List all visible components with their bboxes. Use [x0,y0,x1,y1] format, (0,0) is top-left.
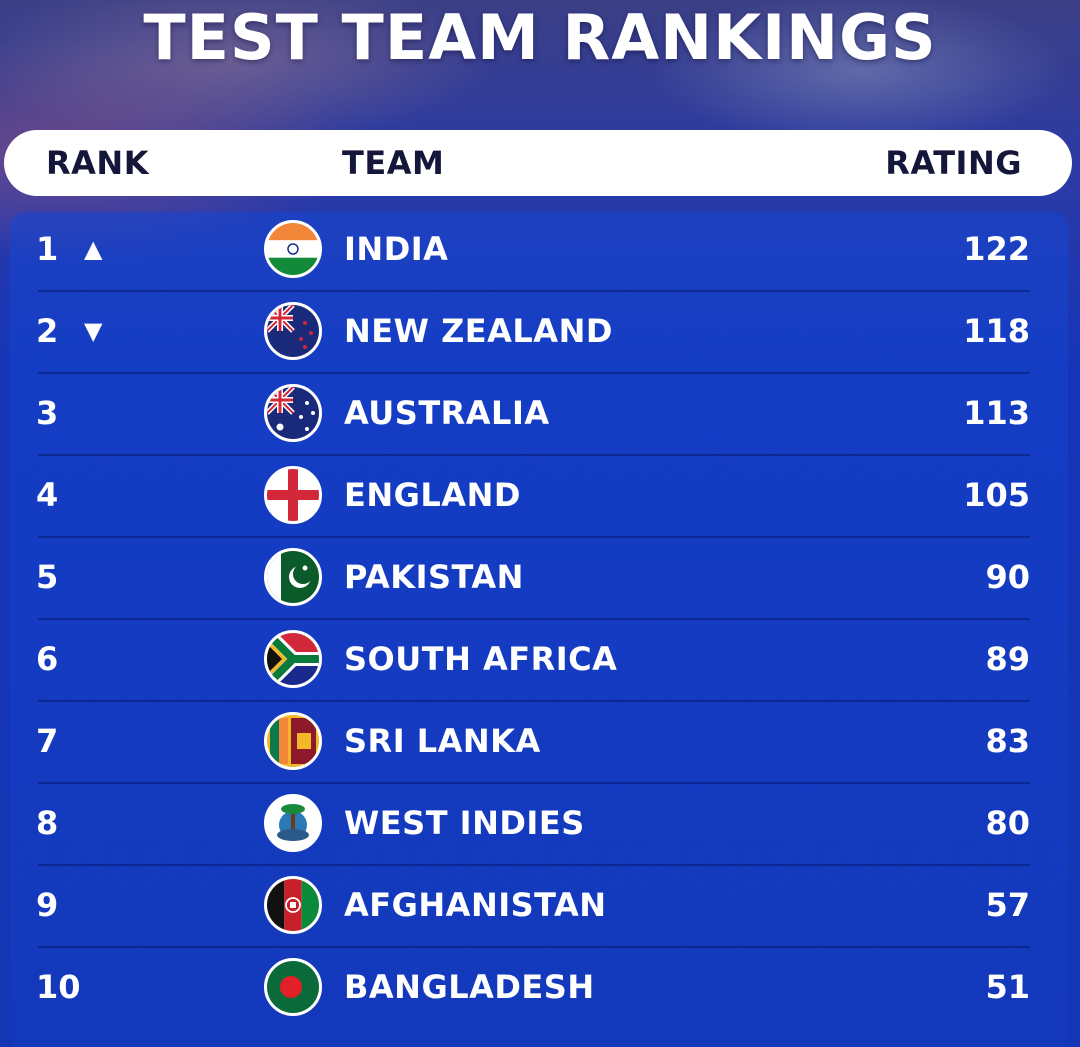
rank-value: 4 [36,476,59,514]
row-divider [38,864,1030,866]
row-divider [38,372,1030,374]
table-row: 3 AUSTRALIA 113 [0,372,1080,456]
row-divider [38,454,1030,456]
pakistan-flag-icon [264,548,322,606]
rating-value: 80 [985,804,1030,842]
table-row: 8 WEST INDIES 80 [0,782,1080,866]
team-name: AFGHANISTAN [344,886,607,924]
rank-value: 5 [36,558,59,596]
sri-lanka-flag-icon [264,712,322,770]
australia-flag-icon [264,384,322,442]
table-row: 5 PAKISTAN 90 [0,536,1080,620]
table-row: 2 ▼ NEW ZEALAND 118 [0,290,1080,374]
rank-value: 6 [36,640,59,678]
team-column-header: TEAM [342,144,445,182]
page-title: TEST TEAM RANKINGS [143,1,937,74]
team-name: WEST INDIES [344,804,585,842]
rank-value: 10 [36,968,81,1006]
row-divider [38,700,1030,702]
rank-value: 1 [36,230,59,268]
row-divider [38,536,1030,538]
row-divider [38,782,1030,784]
table-row: 4 ENGLAND 105 [0,454,1080,538]
rating-value: 83 [985,722,1030,760]
team-name: SRI LANKA [344,722,541,760]
row-divider [38,618,1030,620]
team-name: INDIA [344,230,449,268]
rank-value: 8 [36,804,59,842]
rank-value: 2 [36,312,59,350]
bangladesh-flag-icon [264,958,322,1016]
rank-column-header: RANK [46,144,149,182]
rating-value: 89 [985,640,1030,678]
rating-value: 90 [985,558,1030,596]
table-header: RANK TEAM RATING [4,130,1072,196]
team-name: AUSTRALIA [344,394,550,432]
rank-value: 9 [36,886,59,924]
rank-down-icon: ▼ [84,317,103,345]
table-row: 9 AFGHANISTAN 57 [0,864,1080,948]
rating-value: 51 [985,968,1030,1006]
rankings-panel [10,212,1068,1047]
rank-value: 7 [36,722,59,760]
table-row: 1 ▲ INDIA 122 [0,208,1080,292]
new-zealand-flag-icon [264,302,322,360]
rating-value: 122 [963,230,1030,268]
south-africa-flag-icon [264,630,322,688]
afghanistan-flag-icon [264,876,322,934]
row-divider [38,946,1030,948]
england-flag-icon [264,466,322,524]
rank-value: 3 [36,394,59,432]
rating-value: 57 [985,886,1030,924]
team-name: NEW ZEALAND [344,312,613,350]
west-indies-flag-icon [264,794,322,852]
row-divider [38,290,1030,292]
team-name: BANGLADESH [344,968,595,1006]
team-name: SOUTH AFRICA [344,640,618,678]
rating-value: 113 [963,394,1030,432]
india-flag-icon [264,220,322,278]
rating-value: 118 [963,312,1030,350]
rating-column-header: RATING [885,144,1022,182]
table-row: 6 SOUTH AFRICA 89 [0,618,1080,702]
rating-value: 105 [963,476,1030,514]
team-name: PAKISTAN [344,558,524,596]
team-name: ENGLAND [344,476,521,514]
table-row: 10 BANGLADESH 51 [0,946,1080,1028]
table-row: 7 SRI LANKA 83 [0,700,1080,784]
rank-up-icon: ▲ [84,235,103,263]
